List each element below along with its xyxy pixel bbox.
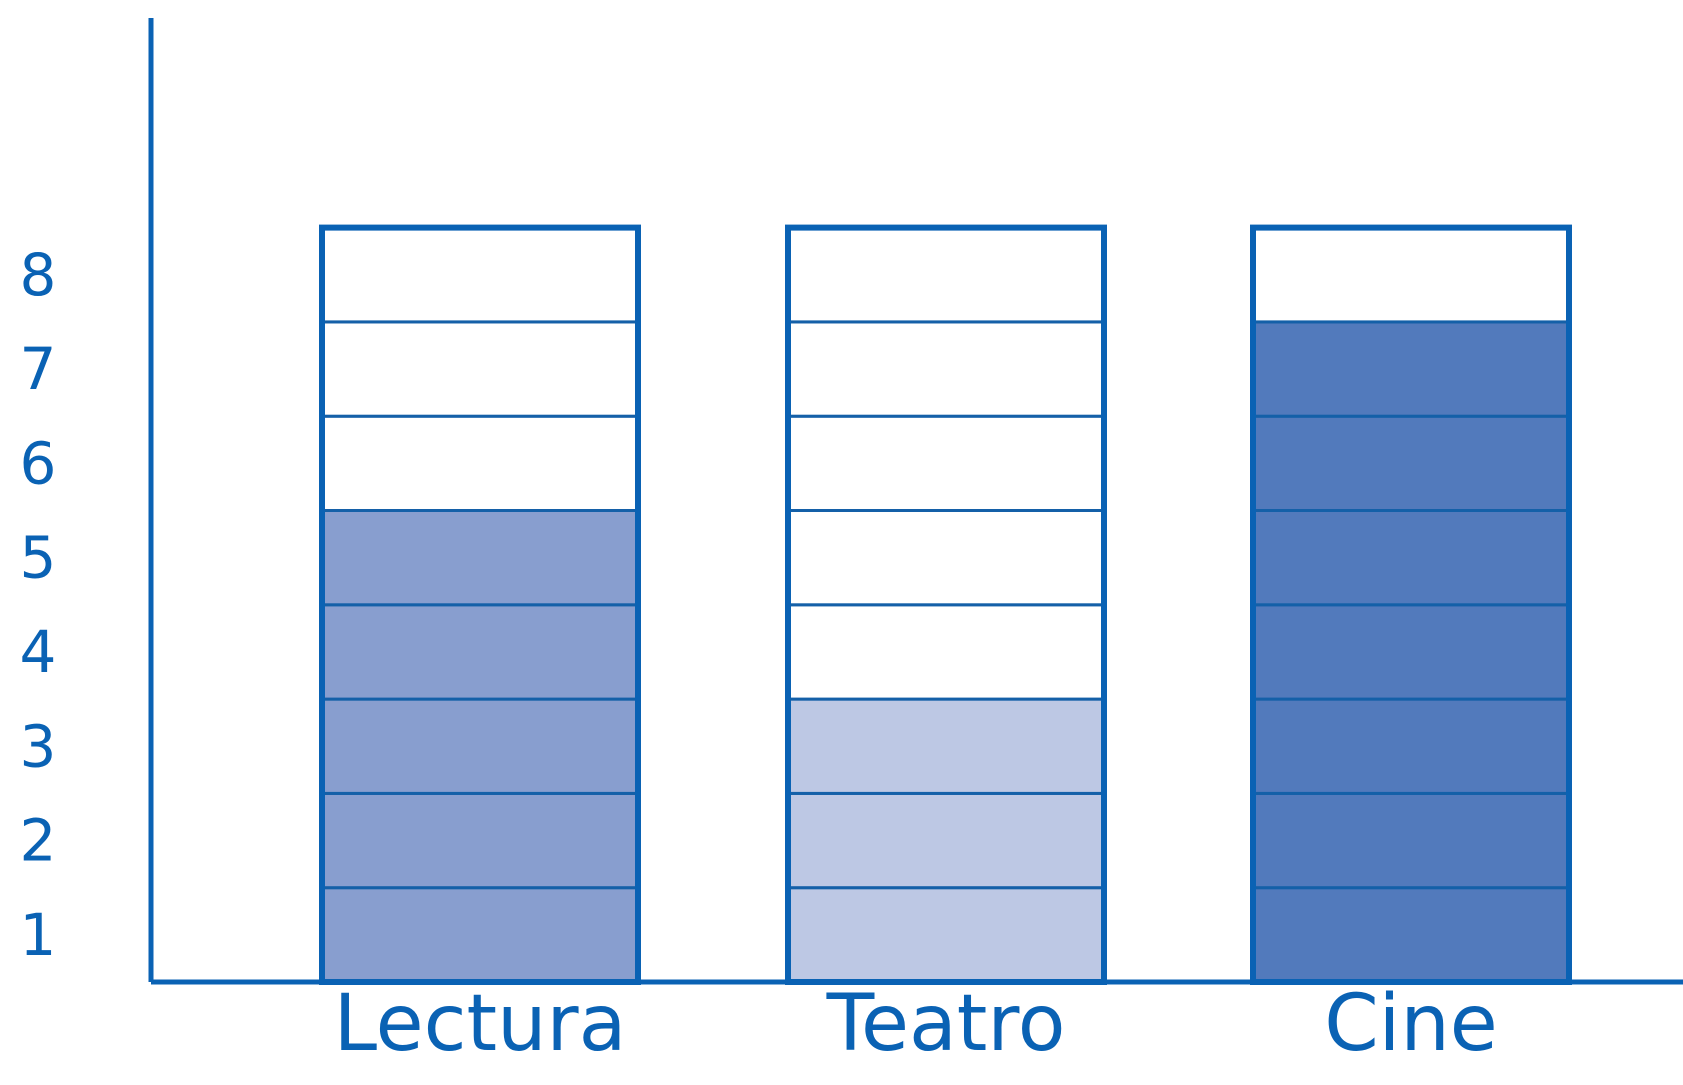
y-tick-label: 2 — [20, 807, 57, 875]
y-tick-label: 5 — [20, 524, 57, 592]
bar-cell-empty — [320, 320, 640, 418]
y-tick-label: 4 — [20, 618, 57, 686]
x-category-label: Cine — [1324, 979, 1498, 1069]
bar-cell-filled — [320, 791, 640, 890]
bar-cell-filled — [1251, 791, 1571, 890]
y-tick-label: 1 — [20, 901, 57, 969]
bar-cell-filled — [1251, 603, 1571, 701]
bar-cell-filled — [786, 791, 1106, 890]
bar-cell-filled — [320, 509, 640, 607]
y-tick-labels: 1 2 3 4 5 6 7 8 — [20, 241, 57, 969]
y-tick-label: 3 — [20, 712, 57, 780]
x-category-label: Lectura — [334, 979, 627, 1069]
bar-cell-filled — [1251, 509, 1571, 607]
y-tick-label: 7 — [20, 335, 57, 403]
bar-cell-empty — [1251, 226, 1571, 324]
bar-cell-filled — [786, 886, 1106, 984]
bar-cell-empty — [786, 226, 1106, 324]
bar-cell-filled — [1251, 414, 1571, 513]
bar-cell-filled — [1251, 320, 1571, 418]
y-tick-label: 8 — [20, 241, 57, 309]
bar-cell-filled — [320, 697, 640, 795]
bar-cell-filled — [320, 886, 640, 984]
bar-teatro — [785, 224, 1107, 986]
x-category-label: Teatro — [826, 979, 1066, 1069]
bar-cine — [1250, 224, 1572, 986]
bar-cell-filled — [320, 603, 640, 701]
bar-cell-empty — [786, 603, 1106, 701]
axes-group — [148, 18, 1683, 985]
bar-cell-empty — [786, 509, 1106, 607]
bar-cell-empty — [320, 414, 640, 513]
y-tick-label: 6 — [20, 429, 57, 497]
bars-group — [319, 224, 1572, 986]
bar-cell-filled — [1251, 886, 1571, 984]
bar-cell-empty — [786, 320, 1106, 418]
x-category-labels: Lectura Teatro Cine — [334, 979, 1498, 1069]
bar-cell-empty — [320, 226, 640, 324]
bar-cell-filled — [786, 697, 1106, 795]
bar-cell-filled — [1251, 697, 1571, 795]
bar-cell-empty — [786, 414, 1106, 513]
bar-lectura — [319, 224, 641, 986]
